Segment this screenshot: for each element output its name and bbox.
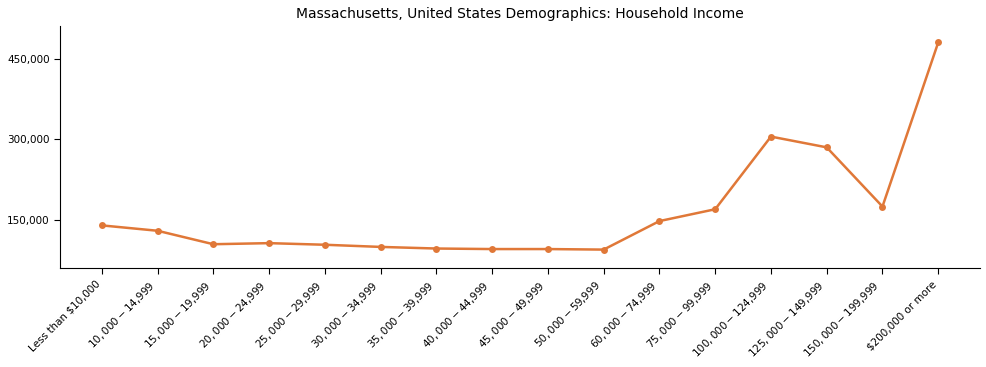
Title: Massachusetts, United States Demographics: Household Income: Massachusetts, United States Demographic… [296, 7, 743, 21]
